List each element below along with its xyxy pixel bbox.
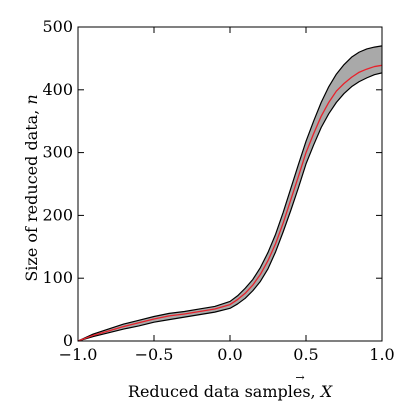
x-axis-title-symbol: X xyxy=(319,382,333,401)
y-tick-label: 100 xyxy=(42,268,73,287)
x-tick-label: −1.0 xyxy=(59,345,98,364)
y-tick-label: 400 xyxy=(42,80,73,99)
y-axis-title-text: Size of reduced data, xyxy=(22,105,41,282)
y-tick-label: 200 xyxy=(42,205,73,224)
x-axis-title: Reduced data samples, X xyxy=(128,382,333,401)
y-tick-label: 500 xyxy=(42,17,73,36)
series-lower-bound-line xyxy=(77,72,383,342)
x-tick-label: 0.0 xyxy=(217,345,242,364)
confidence-band xyxy=(78,45,382,342)
x-axis-title-text: Reduced data samples, xyxy=(128,382,321,401)
plot-area xyxy=(77,45,383,342)
series-upper-bound-line xyxy=(77,45,383,342)
x-axis-vector-arrow: → xyxy=(295,371,304,384)
y-axis-title-symbol: n xyxy=(22,94,41,104)
x-tick-label: −0.5 xyxy=(135,345,174,364)
series-mean-line xyxy=(77,64,383,342)
x-tick-label: 0.5 xyxy=(293,345,318,364)
y-axis-title: Size of reduced data, n xyxy=(22,94,41,281)
y-tick-label: 0 xyxy=(63,331,73,350)
x-tick-label: 1.0 xyxy=(369,345,394,364)
axes: −1.0 −0.5 0.0 0.5 1.0 0 100 200 300 400 500 xyxy=(42,17,394,364)
y-tick-label: 300 xyxy=(42,143,73,162)
